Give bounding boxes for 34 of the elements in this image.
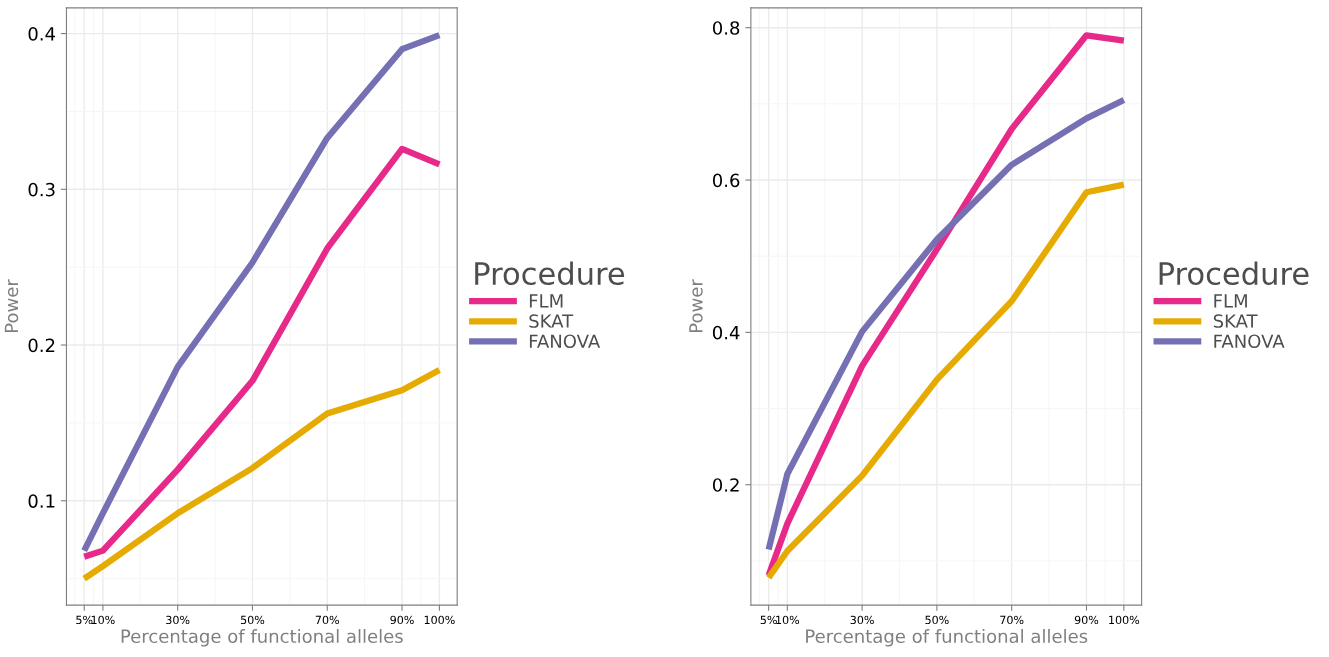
y-axis-title: Power [689, 279, 703, 333]
legend-label: FLM [529, 294, 563, 308]
x-tick-label: 100% [424, 615, 455, 625]
x-tick-label: 90% [390, 615, 414, 625]
legend-title: Procedure [475, 261, 625, 286]
x-axis-title: Percentage of functional alleles [806, 629, 1088, 647]
y-tick-label: 0.3 [28, 182, 55, 197]
x-tick-label: 50% [240, 615, 265, 625]
y-axis-title: Power [4, 279, 19, 333]
y-tick-label: 0.1 [28, 494, 55, 508]
x-axis-title: Percentage of functional alleles [121, 629, 403, 647]
x-tick-label: 50% [925, 615, 949, 625]
x-tick-label: 5% [760, 615, 777, 625]
x-tick-label: 30% [850, 615, 874, 625]
y-tick-label: 0.4 [28, 27, 56, 41]
legend-label: SKAT [1213, 314, 1258, 328]
y-tick-label: 0.6 [712, 173, 740, 188]
x-tick-label: 30% [166, 615, 190, 625]
x-tick-label: 70% [315, 615, 339, 625]
x-tick-label: 10% [91, 615, 115, 625]
legend-label: FLM [1214, 294, 1247, 308]
x-tick-label: 5% [76, 615, 93, 625]
y-tick-label: 0.4 [712, 325, 740, 340]
y-tick-label: 0.2 [28, 338, 55, 353]
x-tick-label: 70% [1000, 615, 1024, 625]
legend-title: Procedure [1159, 261, 1309, 286]
y-tick-label: 0.2 [712, 478, 739, 492]
legend-label: FANOVA [1214, 334, 1285, 349]
x-tick-label: 10% [776, 615, 800, 625]
x-tick-label: 100% [1109, 615, 1140, 625]
y-tick-label: 0.8 [712, 21, 740, 35]
legend-label: SKAT [529, 314, 574, 328]
legend-label: FANOVA [529, 334, 601, 349]
x-tick-label: 90% [1074, 615, 1099, 625]
